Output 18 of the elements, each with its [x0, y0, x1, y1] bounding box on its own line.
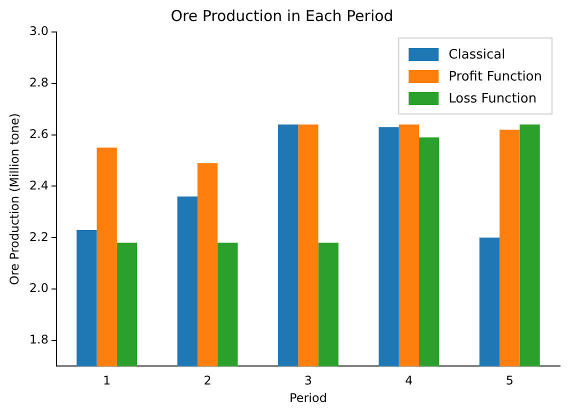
x-axis-title: Period — [290, 390, 327, 405]
x-tick-label: 3 — [304, 374, 312, 388]
y-tick-label: 2.6 — [29, 126, 48, 141]
legend-label: Classical — [448, 47, 506, 62]
y-tick-label: 3.0 — [29, 24, 48, 38]
x-tick-label: 4 — [405, 374, 413, 388]
x-tick-label: 5 — [506, 374, 514, 388]
y-tick-label: 2.0 — [29, 281, 48, 296]
y-axis-title: Ore Production (Million tone) — [7, 113, 22, 286]
legend-label: Profit Function — [448, 69, 542, 84]
y-tick-label: 2.8 — [29, 76, 48, 90]
y-tick-label: 2.4 — [29, 178, 48, 192]
chart-title: Ore Production in Each Period — [170, 6, 394, 25]
y-tick-label: 2.2 — [29, 230, 48, 244]
y-tick-label: 1.8 — [29, 332, 48, 347]
x-tick-label: 2 — [204, 374, 212, 388]
legend-label: Loss Function — [448, 91, 537, 106]
x-tick-label: 1 — [103, 374, 111, 388]
